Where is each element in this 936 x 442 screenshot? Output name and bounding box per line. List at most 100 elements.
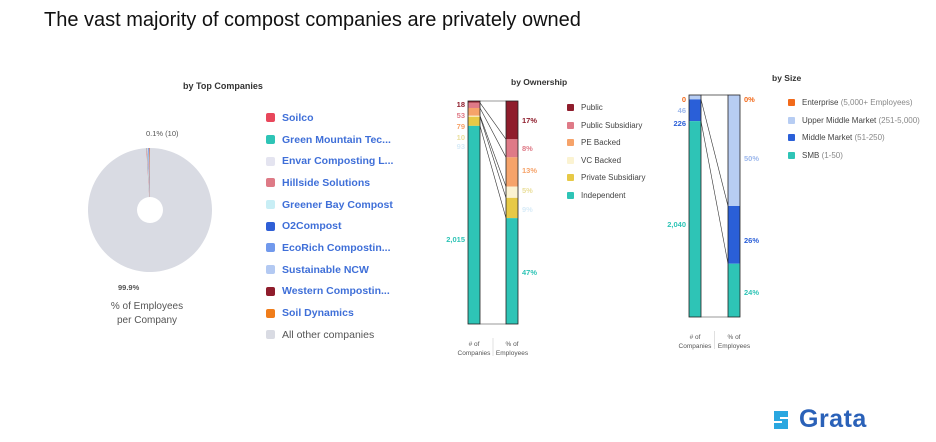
legend-swatch (266, 135, 275, 145)
bar-companies-public-subsidiary (468, 102, 480, 108)
legend-item-independent: Independent (567, 187, 645, 205)
legend-label: Middle Market (51-250) (802, 133, 885, 143)
legend-label: Green Mountain Tec... (282, 133, 391, 146)
bar-companies-smb (689, 121, 701, 317)
pie-hole (137, 197, 163, 223)
legend-label: Soilco (282, 111, 314, 124)
connector-public (479, 102, 507, 140)
page-title: The vast majority of compost companies a… (44, 9, 581, 31)
count-label-public-subsidiary: 53 (457, 111, 465, 120)
legend-item-western-compostin: Western Compostin... (266, 281, 393, 303)
pie-slice-ecorich-compostin (148, 148, 150, 210)
count-label-pe-backed: 79 (457, 122, 465, 131)
legend-label: EcoRich Compostin... (282, 241, 391, 254)
axis-label-left-0: # of (690, 334, 701, 341)
ownership-legend: Public Public Subsidiary PE Backed VC Backe… (567, 99, 645, 204)
size-chart-title: by Size (772, 73, 802, 83)
legend-label: Independent (581, 190, 626, 200)
legend-item-smb: SMB (1-50) (788, 147, 920, 165)
top-companies-pie (88, 148, 213, 272)
legend-swatch (266, 265, 275, 275)
legend-item-soil-dynamics: Soil Dynamics (266, 302, 393, 324)
bar-companies-vc-backed (468, 115, 480, 117)
bar-companies-middle-market (689, 99, 701, 122)
bar-employees-vc-backed (506, 186, 518, 198)
legend-swatch (266, 178, 275, 188)
bar-outline-employees (505, 100, 519, 325)
legend-item-all-other-companies: All other companies (266, 324, 393, 346)
size-chart: 0 0% 46 50% 226 26% 2,040 24% # of Companies % of E… (667, 94, 759, 350)
bar-companies-independent (468, 125, 480, 324)
count-label-upper-middle-market: 46 (678, 106, 686, 115)
pie-caption: % of Employees per Company (92, 300, 202, 328)
legend-swatch (266, 200, 275, 210)
bar-companies-upper-middle-market (689, 95, 701, 100)
legend-item-vc-backed: VC Backed (567, 152, 645, 170)
legend-item-greener-bay-compost: Greener Bay Compost (266, 194, 393, 216)
count-label-vc-backed: 10 (457, 133, 465, 142)
legend-label: Envar Composting L... (282, 155, 394, 168)
axis-label-right-1: Employees (496, 350, 529, 357)
count-label-enterprise: 0 (682, 95, 686, 104)
pie-slice-o2compost (148, 148, 150, 210)
pct-label-smb: 24% (744, 288, 759, 297)
pie-label-small: 0.1% (10) (146, 129, 179, 138)
top-companies-legend: Soilco Green Mountain Tec... Envar Compost… (266, 107, 393, 346)
pie-slice-envar-composting-l (147, 148, 150, 210)
legend-label: SMB (1-50) (802, 150, 843, 160)
pie-caption-line-1: % of Employees (110, 301, 184, 312)
pie-chart-title: by Top Companies (183, 81, 263, 91)
connector-private-subsidiary (479, 125, 507, 219)
legend-swatch (567, 139, 574, 147)
bar-employees-public (506, 101, 518, 140)
pct-label-vc-backed: 5% (522, 186, 533, 195)
bar-outline-companies (467, 100, 481, 325)
legend-swatch (266, 308, 275, 318)
legend-swatch (266, 286, 275, 296)
count-label-independent: 2,015 (446, 235, 465, 244)
legend-label: Hillside Solutions (282, 176, 371, 189)
bar-employees-smb (728, 263, 740, 317)
legend-label: Western Compostin... (282, 285, 390, 298)
pie-slice-hillside-solutions (147, 148, 150, 210)
legend-swatch (266, 243, 275, 253)
legend-swatch (266, 221, 275, 231)
pie-slice-greener-bay-compost (147, 148, 150, 210)
bar-employees-pe-backed (506, 157, 518, 187)
bar-companies-private-subsidiary (468, 116, 480, 126)
legend-label: O2Compost (282, 220, 342, 233)
legend-label: VC Backed (581, 155, 622, 165)
legend-detail: (51-250) (852, 133, 885, 143)
legend-item-private-subsidiary: Private Subsidiary (567, 169, 645, 187)
legend-item-sustainable-ncw: Sustainable NCW (266, 259, 393, 281)
size-legend: Enterprise (5,000+ Employees) Upper Middl… (788, 94, 920, 164)
legend-swatch (567, 191, 574, 199)
pct-label-independent: 47% (522, 268, 537, 277)
count-label-private-subsidiary: 93 (457, 142, 465, 151)
legend-label: Public Subsidiary (581, 120, 643, 130)
pie-slice-soilco (146, 148, 150, 210)
legend-swatch (266, 330, 275, 340)
pie-caption-line-2: per Company (116, 315, 178, 326)
legend-swatch (266, 156, 275, 166)
ownership-chart-title: by Ownership (511, 77, 568, 87)
axis-label-right-0: % of (727, 334, 740, 341)
pct-label-enterprise: 0% (744, 95, 755, 104)
legend-swatch (788, 151, 795, 159)
legend-item-public: Public (567, 99, 645, 117)
legend-label: Enterprise (5,000+ Employees) (802, 98, 913, 108)
legend-item-enterprise: Enterprise (5,000+ Employees) (788, 94, 920, 112)
legend-label: Sustainable NCW (282, 263, 369, 276)
connector-upper-middle-market (700, 99, 729, 207)
pct-label-public: 17% (522, 116, 537, 125)
connector-public-subsidiary (479, 107, 507, 158)
grata-logo-text: Grata (799, 405, 867, 433)
bar-employees-private-subsidiary (506, 197, 518, 219)
legend-detail: (251-5,000) (876, 115, 920, 125)
bar-employees-middle-market (728, 206, 740, 264)
legend-label: Soil Dynamics (282, 307, 354, 320)
legend-label: All other companies (282, 328, 375, 341)
pie-slice-sustainable-ncw (148, 148, 150, 210)
legend-item-middle-market: Middle Market (51-250) (788, 129, 920, 147)
count-label-public: 18 (457, 100, 465, 109)
